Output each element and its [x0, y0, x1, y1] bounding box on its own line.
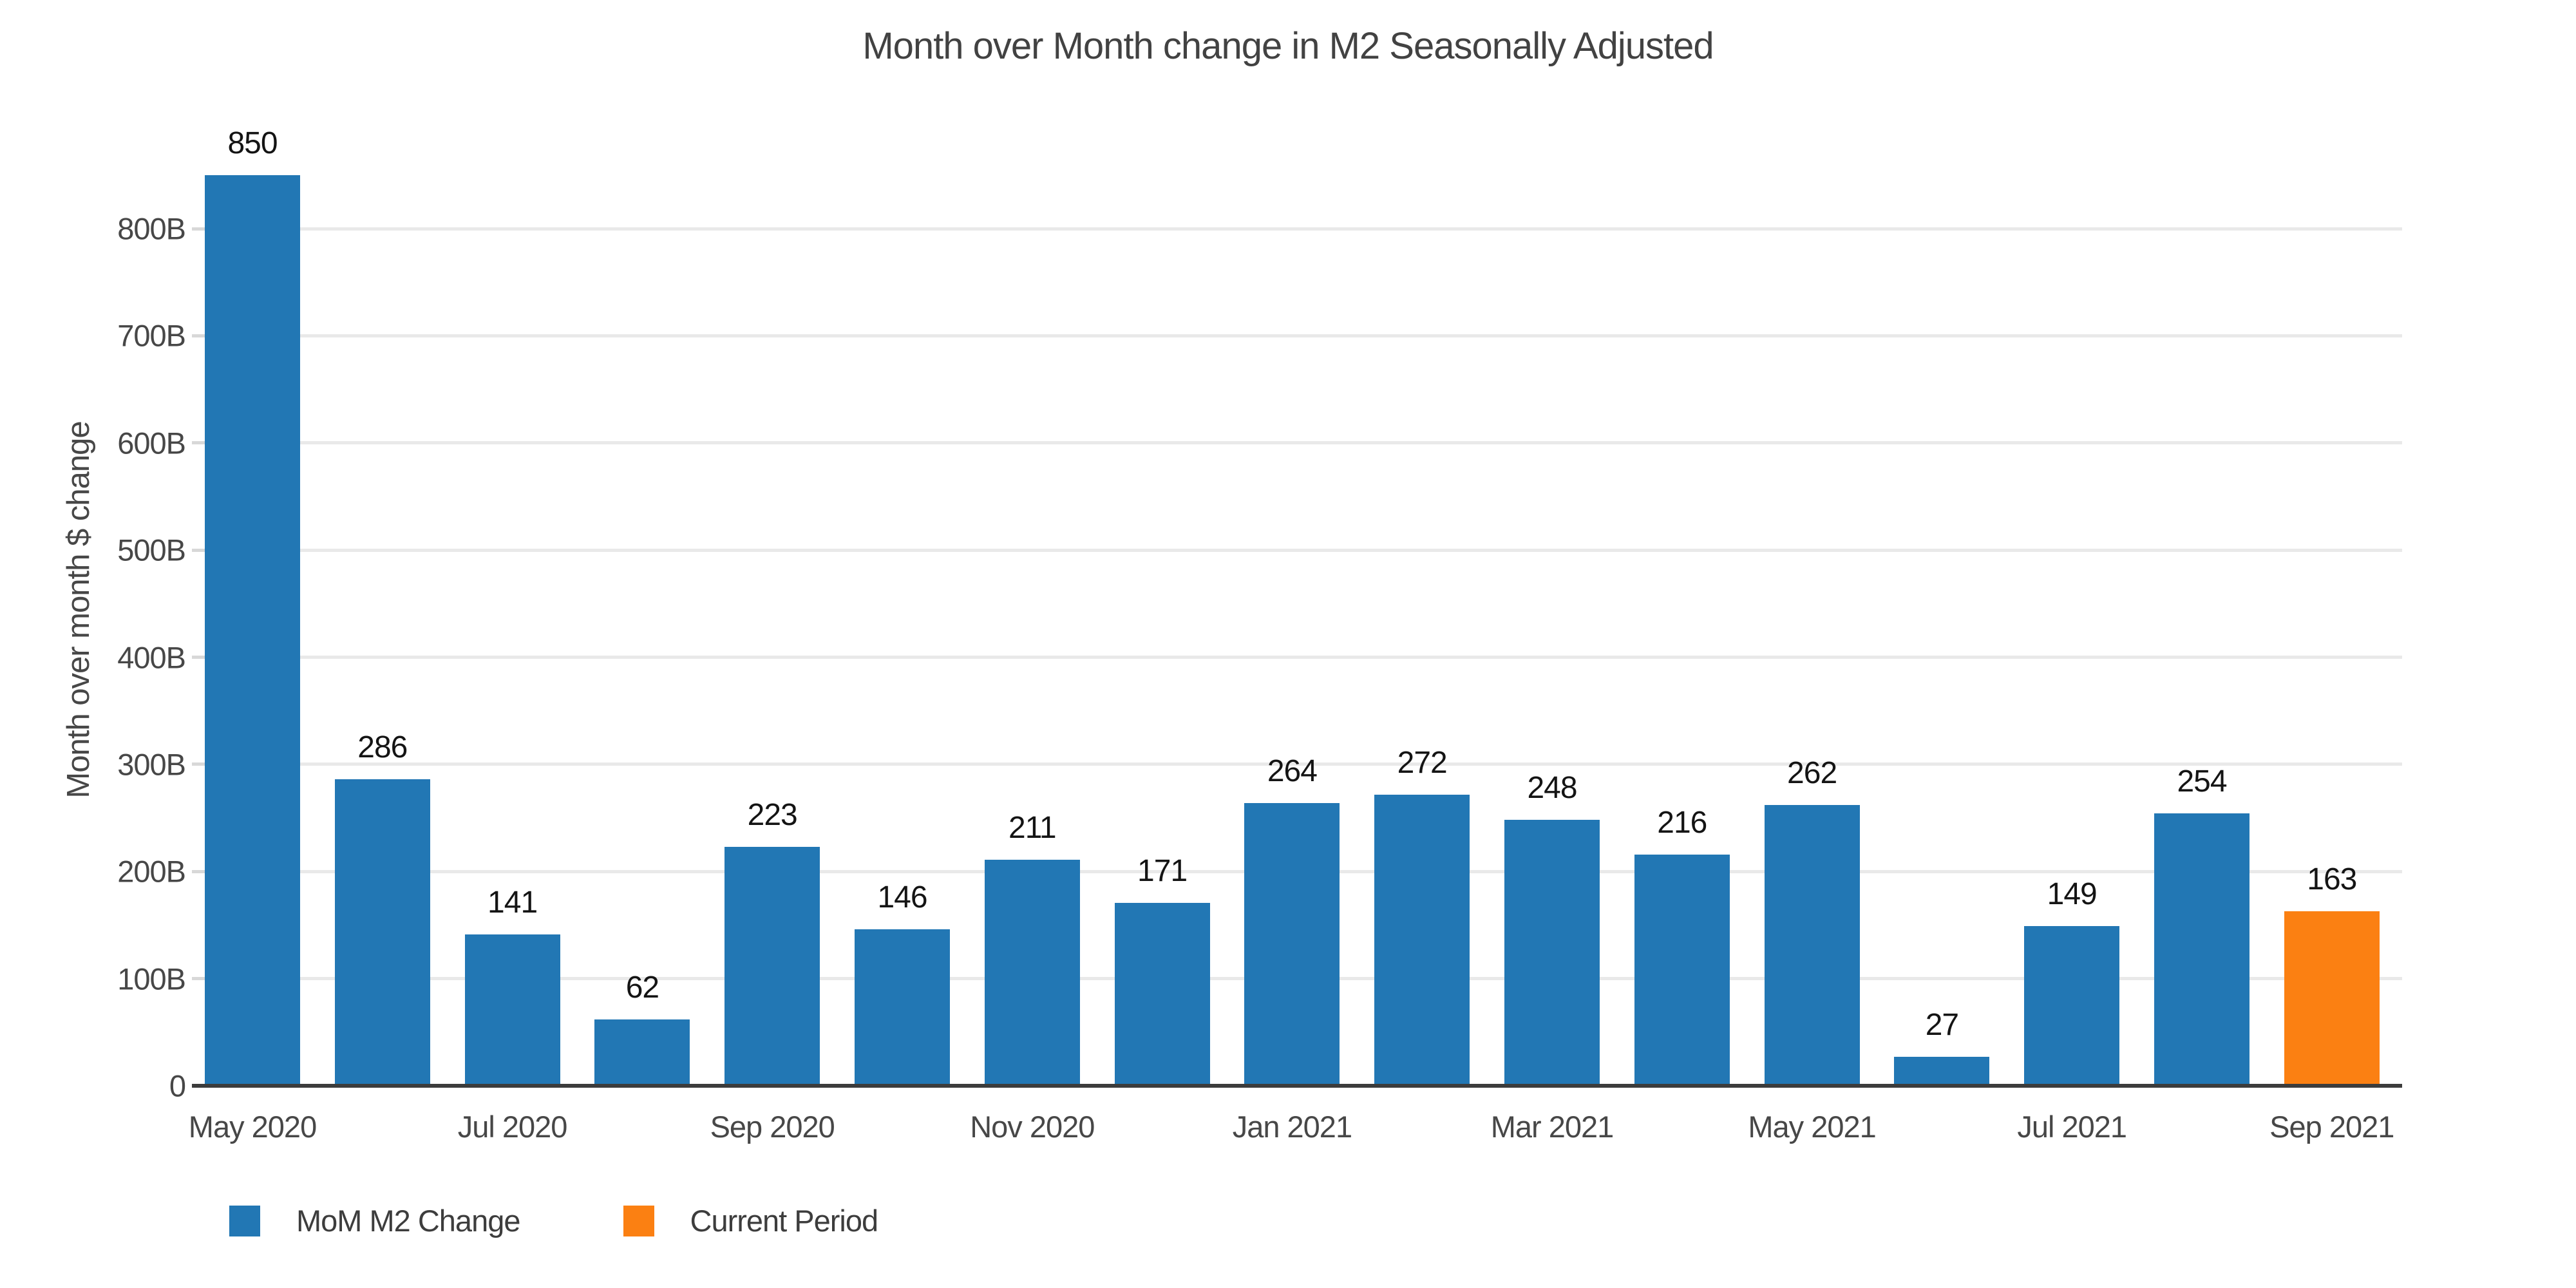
- bar-nov-2020: [984, 859, 1080, 1086]
- bar-value-label: 850: [227, 126, 278, 160]
- bar-value-label: 286: [357, 730, 408, 765]
- y-tick-mark-200B: [192, 869, 205, 873]
- legend-item-mom-m2-change: MoM M2 Change: [229, 1203, 520, 1238]
- bar-value-label: 223: [747, 798, 798, 833]
- bar-jun-2020: [334, 779, 430, 1086]
- gridline-700B: [205, 334, 2402, 337]
- y-tick-label-100B: 100B: [117, 961, 186, 996]
- bar-may-2020: [205, 175, 300, 1086]
- legend-label: MoM M2 Change: [296, 1204, 520, 1238]
- bar-sep-2021: [2284, 911, 2380, 1086]
- bar-jul-2020: [464, 934, 560, 1086]
- legend-item-current-period: Current Period: [623, 1203, 878, 1238]
- bar-value-label: 254: [2177, 764, 2227, 799]
- bar-value-label: 211: [1009, 810, 1057, 845]
- x-axis-line: [192, 1084, 2402, 1088]
- x-tick-label-nov-2020: Nov 2020: [970, 1110, 1095, 1144]
- bar-value-label: 27: [1925, 1008, 1959, 1043]
- bar-value-label: 149: [2047, 877, 2098, 912]
- x-tick-label-jul-2020: Jul 2020: [457, 1110, 568, 1144]
- x-tick-label-may-2020: May 2020: [188, 1110, 317, 1144]
- x-tick-label-sep-2020: Sep 2020: [710, 1110, 835, 1144]
- chart-title: Month over Month change in M2 Seasonally…: [862, 25, 1714, 67]
- y-tick-mark-600B: [192, 441, 205, 445]
- legend-swatch-orange: [623, 1205, 654, 1236]
- bar-value-label: 163: [2307, 862, 2357, 896]
- bar-value-label: 62: [625, 970, 659, 1005]
- x-tick-label-mar-2021: Mar 2021: [1490, 1110, 1615, 1144]
- bar-sep-2020: [724, 847, 820, 1086]
- y-tick-label-600B: 600B: [117, 426, 186, 460]
- bar-value-label: 141: [488, 886, 538, 920]
- bar-feb-2021: [1374, 794, 1470, 1086]
- x-tick-label-jan-2021: Jan 2021: [1232, 1110, 1352, 1144]
- bar-value-label: 146: [877, 880, 927, 915]
- y-tick-label-700B: 700B: [117, 318, 186, 353]
- bar-dec-2020: [1114, 902, 1210, 1086]
- x-tick-label-jul-2021: Jul 2021: [2017, 1110, 2127, 1144]
- bar-jun-2021: [1894, 1057, 1990, 1086]
- legend-label: Current Period: [690, 1204, 879, 1238]
- x-tick-label-may-2021: May 2021: [1748, 1110, 1876, 1144]
- y-tick-label-500B: 500B: [117, 533, 186, 567]
- gridline-400B: [205, 656, 2402, 659]
- y-tick-label-400B: 400B: [117, 640, 186, 675]
- x-tick-label-sep-2021: Sep 2021: [2269, 1110, 2394, 1144]
- bar-value-label: 248: [1527, 771, 1577, 806]
- bar-aug-2020: [594, 1019, 690, 1086]
- gridline-300B: [205, 762, 2402, 766]
- bar-oct-2020: [855, 929, 950, 1086]
- bar-value-label: 264: [1267, 753, 1318, 788]
- bar-aug-2021: [2154, 813, 2249, 1086]
- bar-value-label: 216: [1657, 805, 1707, 840]
- y-axis-title: Month over month $ change: [61, 421, 96, 799]
- y-tick-mark-400B: [192, 656, 205, 659]
- y-tick-label-300B: 300B: [117, 747, 186, 782]
- y-tick-label-800B: 800B: [117, 211, 186, 246]
- bar-jan-2021: [1244, 802, 1340, 1086]
- gridline-500B: [205, 548, 2402, 552]
- plot-area: 850 286 141 62 223 146 211 171 264 272 248 216 262 27…: [192, 126, 2402, 1086]
- bar-value-label: 171: [1137, 853, 1188, 888]
- bar-value-label: 272: [1397, 745, 1448, 780]
- bar-value-label: 262: [1787, 756, 1837, 791]
- legend-swatch-blue: [229, 1205, 260, 1236]
- gridline-600B: [205, 441, 2402, 445]
- y-tick-mark-800B: [192, 227, 205, 231]
- bar-mar-2021: [1504, 820, 1600, 1086]
- y-tick-mark-100B: [192, 977, 205, 981]
- y-tick-label-0: 0: [169, 1068, 186, 1103]
- bar-apr-2021: [1634, 854, 1730, 1086]
- y-tick-mark-500B: [192, 548, 205, 552]
- legend: MoM M2 Change Current Period: [229, 1203, 878, 1238]
- bar-jul-2021: [2024, 926, 2120, 1086]
- bar-may-2021: [1764, 805, 1860, 1086]
- y-tick-label-200B: 200B: [117, 854, 186, 889]
- y-tick-mark-300B: [192, 762, 205, 766]
- gridline-800B: [205, 227, 2402, 231]
- y-tick-mark-700B: [192, 334, 205, 337]
